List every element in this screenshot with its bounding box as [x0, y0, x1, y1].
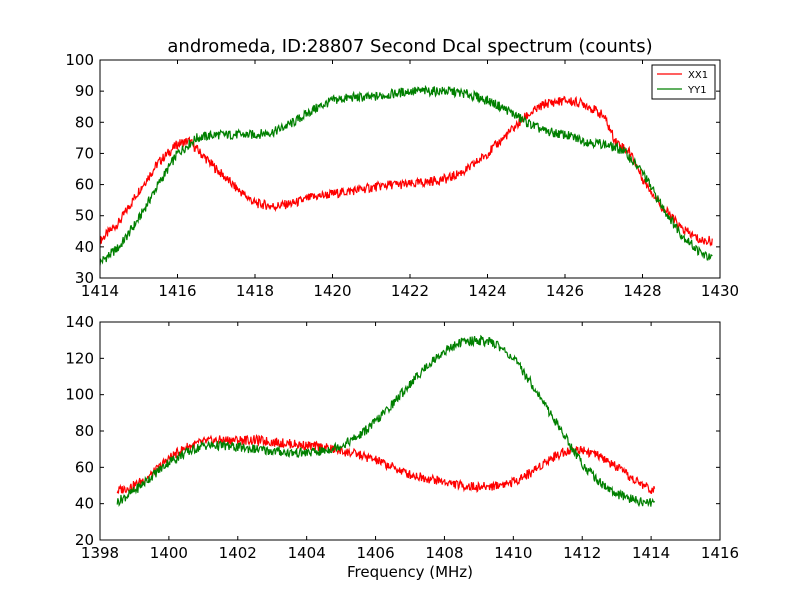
y-tick-label: 120: [65, 349, 94, 367]
y-tick-label: 80: [75, 422, 94, 440]
x-tick-label: 1416: [158, 282, 196, 300]
y-tick-label: 20: [75, 531, 94, 549]
x-tick-label: 1406: [356, 544, 394, 562]
series-line-xx1: [100, 95, 713, 247]
y-tick-label: 40: [75, 495, 94, 513]
legend-box: [651, 64, 716, 100]
x-tick-label: 1424: [468, 282, 506, 300]
x-tick-label: 1408: [425, 544, 463, 562]
legend-label-xx1: XX1: [688, 70, 708, 81]
x-tick-label: 1404: [288, 544, 326, 562]
chart-title: andromeda, ID:28807 Second Dcal spectrum…: [167, 36, 652, 57]
x-tick-label: 1430: [701, 282, 739, 300]
x-tick-label: 1414: [632, 544, 670, 562]
x-tick-label: 1402: [219, 544, 257, 562]
y-tick-label: 90: [75, 82, 94, 100]
x-tick-label: 1418: [236, 282, 274, 300]
series-line-yy1: [100, 84, 713, 266]
legend-label-yy1: YY1: [687, 85, 707, 96]
x-tick-label: 1420: [313, 282, 351, 300]
x-tick-label: 1398: [81, 544, 119, 562]
y-tick-label: 50: [75, 207, 94, 225]
x-tick-label: 1400: [150, 544, 188, 562]
y-tick-label: 30: [75, 269, 94, 287]
x-tick-label: 1410: [494, 544, 532, 562]
plot-area: [100, 322, 720, 540]
series-line-yy1: [116, 334, 656, 508]
x-tick-label: 1414: [81, 282, 119, 300]
y-tick-label: 100: [65, 51, 94, 69]
x-axis-label: Frequency (MHz): [347, 563, 473, 581]
y-tick-label: 80: [75, 113, 94, 131]
plot-area: [100, 60, 720, 278]
y-tick-label: 60: [75, 176, 94, 194]
x-tick-label: 1412: [563, 544, 601, 562]
x-tick-label: 1428: [623, 282, 661, 300]
top-panel: 1414 1416 1418 1420 1422 1424 1426 1428 1430 30 40…: [65, 51, 739, 300]
y-tick-label: 100: [65, 386, 94, 404]
x-tick-label: 1416: [701, 544, 739, 562]
y-tick-label: 60: [75, 458, 94, 476]
y-tick-label: 40: [75, 238, 94, 256]
y-tick-label: 70: [75, 144, 94, 162]
y-tick-label: 140: [65, 313, 94, 331]
series-line-xx1: [116, 433, 656, 495]
x-tick-label: 1422: [391, 282, 429, 300]
x-tick-label: 1426: [546, 282, 584, 300]
bottom-panel: 1398 1400 1402 1404 1406 1408 1410 1412 1414 1416…: [65, 313, 739, 562]
